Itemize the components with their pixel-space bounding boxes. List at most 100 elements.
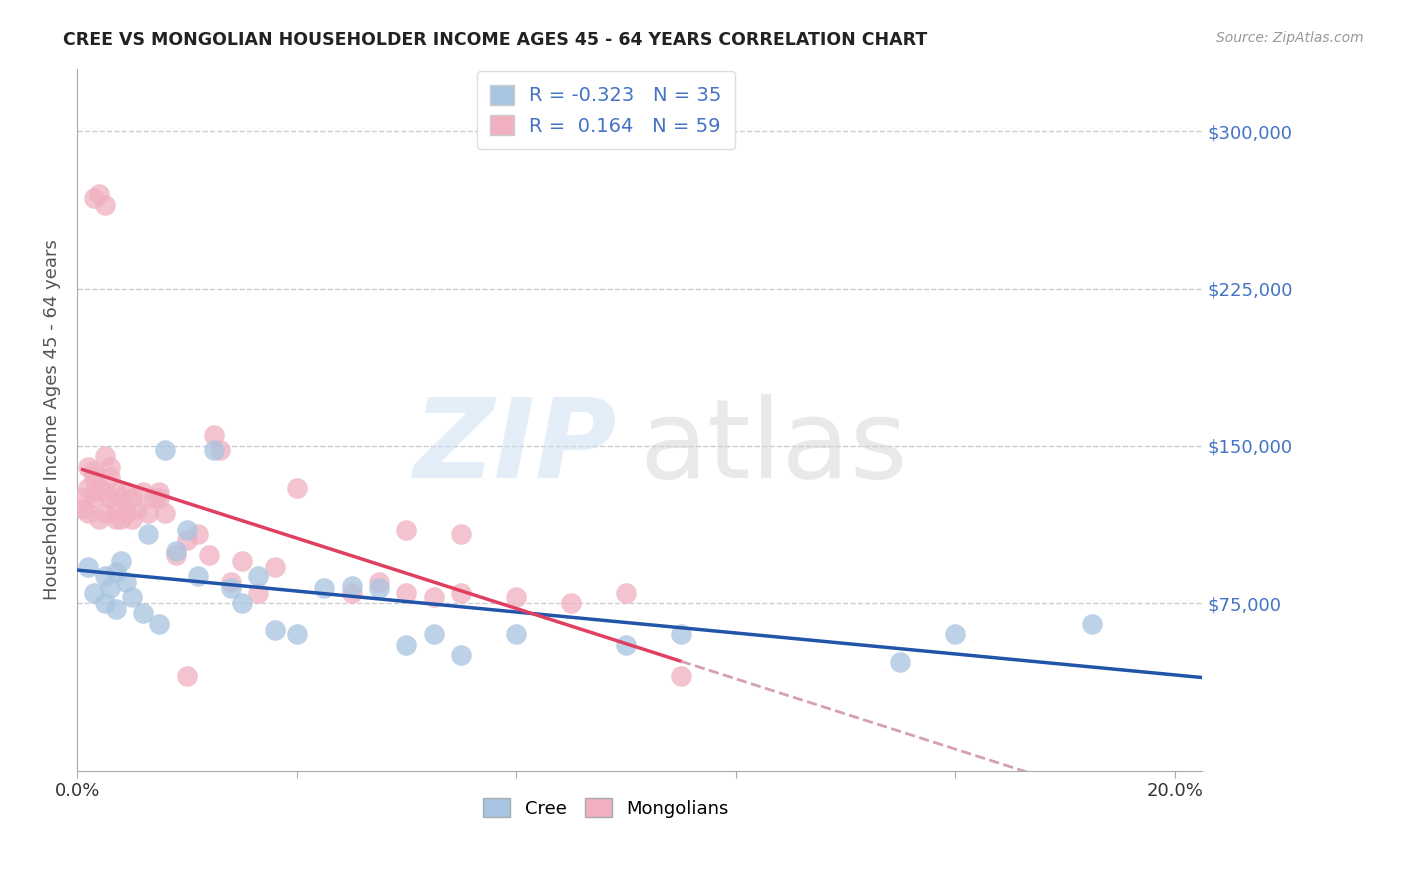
Point xyxy=(176,533,198,548)
Point xyxy=(121,491,143,506)
Point xyxy=(231,554,253,568)
Point xyxy=(505,590,527,604)
Point xyxy=(176,523,198,537)
Point xyxy=(285,481,308,495)
Point xyxy=(110,554,132,568)
Point xyxy=(127,501,149,516)
Point xyxy=(165,548,187,562)
Point xyxy=(202,428,225,442)
Point xyxy=(138,506,160,520)
Point xyxy=(153,442,176,457)
Legend: Cree, Mongolians: Cree, Mongolians xyxy=(477,791,735,825)
Point xyxy=(395,638,418,652)
Point xyxy=(77,560,100,574)
Point xyxy=(104,501,127,516)
Point xyxy=(77,459,100,474)
Point xyxy=(98,491,121,506)
Point xyxy=(83,585,105,599)
Point xyxy=(104,565,127,579)
Point xyxy=(83,470,105,484)
Point xyxy=(505,627,527,641)
Point xyxy=(368,582,391,596)
Point xyxy=(93,506,115,520)
Point xyxy=(115,484,138,499)
Point xyxy=(121,590,143,604)
Point xyxy=(165,543,187,558)
Point xyxy=(83,464,105,478)
Point xyxy=(93,450,115,464)
Point xyxy=(943,627,966,641)
Point xyxy=(263,624,285,638)
Point xyxy=(423,590,446,604)
Point xyxy=(132,607,155,621)
Text: atlas: atlas xyxy=(640,394,908,501)
Point xyxy=(104,484,127,499)
Point xyxy=(93,568,115,582)
Point xyxy=(83,484,105,499)
Point xyxy=(560,596,582,610)
Point xyxy=(77,481,100,495)
Point xyxy=(83,192,105,206)
Point xyxy=(104,512,127,526)
Point xyxy=(450,526,472,541)
Point xyxy=(340,579,363,593)
Point xyxy=(110,491,132,506)
Text: ZIP: ZIP xyxy=(413,394,617,501)
Point xyxy=(187,526,209,541)
Point xyxy=(93,484,115,499)
Point xyxy=(208,442,231,457)
Point xyxy=(148,491,170,506)
Text: Source: ZipAtlas.com: Source: ZipAtlas.com xyxy=(1216,31,1364,45)
Point xyxy=(121,512,143,526)
Point xyxy=(132,484,155,499)
Point xyxy=(93,198,115,212)
Point xyxy=(263,560,285,574)
Point xyxy=(93,596,115,610)
Point xyxy=(450,648,472,663)
Point xyxy=(110,512,132,526)
Point xyxy=(312,582,335,596)
Point xyxy=(138,526,160,541)
Point xyxy=(77,506,100,520)
Point xyxy=(395,523,418,537)
Point xyxy=(247,568,270,582)
Point xyxy=(198,548,221,562)
Point xyxy=(219,582,242,596)
Point xyxy=(115,575,138,590)
Point xyxy=(98,582,121,596)
Point xyxy=(669,627,692,641)
Point xyxy=(115,506,138,520)
Point xyxy=(368,575,391,590)
Point xyxy=(614,638,637,652)
Point xyxy=(87,512,110,526)
Point xyxy=(72,501,94,516)
Point xyxy=(285,627,308,641)
Text: CREE VS MONGOLIAN HOUSEHOLDER INCOME AGES 45 - 64 YEARS CORRELATION CHART: CREE VS MONGOLIAN HOUSEHOLDER INCOME AGE… xyxy=(63,31,928,49)
Point xyxy=(669,669,692,683)
Point xyxy=(187,568,209,582)
Point xyxy=(395,585,418,599)
Point xyxy=(423,627,446,641)
Point xyxy=(83,491,105,506)
Point xyxy=(219,575,242,590)
Point xyxy=(142,491,165,506)
Point xyxy=(148,617,170,632)
Point xyxy=(153,506,176,520)
Point xyxy=(614,585,637,599)
Point xyxy=(1081,617,1104,632)
Point xyxy=(889,655,911,669)
Point xyxy=(231,596,253,610)
Point xyxy=(87,481,110,495)
Y-axis label: Householder Income Ages 45 - 64 years: Householder Income Ages 45 - 64 years xyxy=(44,239,60,600)
Point xyxy=(98,470,121,484)
Point xyxy=(72,491,94,506)
Point xyxy=(450,585,472,599)
Point xyxy=(87,187,110,202)
Point xyxy=(98,459,121,474)
Point xyxy=(176,669,198,683)
Point xyxy=(104,602,127,616)
Point xyxy=(247,585,270,599)
Point xyxy=(202,442,225,457)
Point xyxy=(340,585,363,599)
Point xyxy=(148,484,170,499)
